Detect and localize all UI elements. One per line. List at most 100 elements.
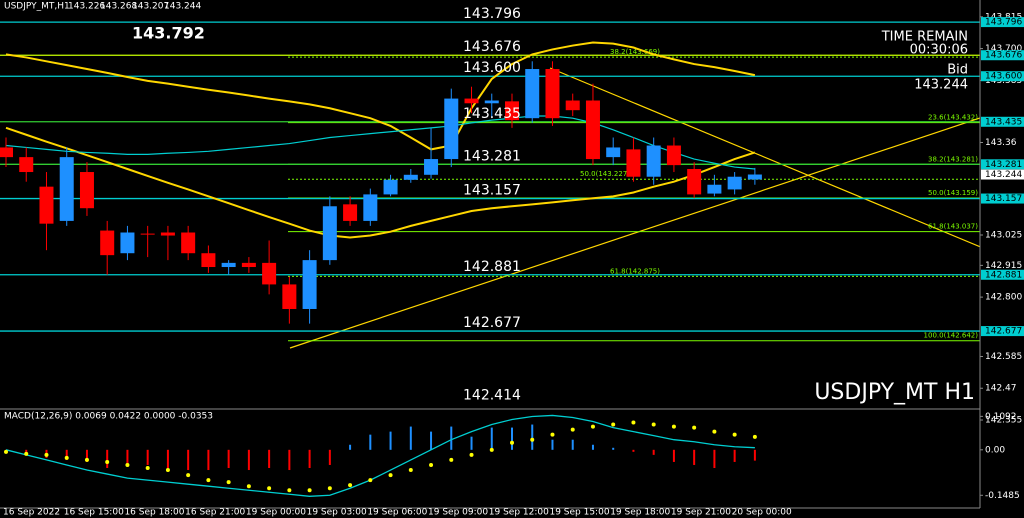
x-tick-label: 19 Sep 09:00	[428, 508, 488, 518]
level-label: 143.796	[463, 6, 521, 22]
x-tick-label: 19 Sep 18:00	[610, 508, 670, 518]
candle-body	[363, 194, 378, 221]
signal-dot	[145, 466, 150, 471]
signal-dot	[327, 486, 332, 491]
fib-label: 61.8(142.875)	[610, 267, 660, 275]
level-label: 143.435	[463, 106, 521, 122]
bid-label: Bid	[947, 63, 968, 78]
candle-body	[646, 145, 661, 177]
price-tag	[981, 269, 1024, 280]
y-tick-label: 143.025	[985, 230, 1022, 240]
signal-dot	[449, 457, 454, 462]
candle-body	[666, 145, 681, 166]
x-tick-label: 19 Sep 12:00	[489, 508, 549, 518]
candle-body	[707, 184, 722, 194]
candle-body	[606, 147, 621, 158]
level-label: 142.677	[463, 315, 521, 331]
x-tick-label: 19 Sep 03:00	[307, 508, 367, 518]
signal-dot	[530, 437, 535, 442]
fib-label: 50.0(143.159)	[928, 189, 978, 197]
candle-body	[0, 147, 13, 158]
x-tick-label: 19 Sep 21:00	[671, 508, 731, 518]
candle-body	[262, 262, 277, 285]
fib-label: 50.0(143.227)	[580, 170, 630, 178]
signal-dot	[267, 486, 272, 491]
x-tick-label: 16 Sep 18:00	[124, 508, 184, 518]
signal-dot	[186, 473, 191, 478]
y-tick-label: 0.1092	[985, 412, 1017, 422]
trend-line	[549, 67, 980, 248]
x-tick-label: 20 Sep 00:00	[732, 508, 792, 518]
fib-label: 23.6(143.432)	[928, 114, 978, 122]
candle-body	[505, 101, 519, 121]
signal-dot	[64, 455, 69, 460]
max-label: 143.792	[132, 24, 205, 43]
candle-body	[484, 100, 499, 104]
candle-body	[79, 172, 94, 209]
signal-dot	[469, 452, 474, 457]
signal-dot	[368, 478, 373, 483]
candle-body	[687, 168, 702, 195]
signal-dot	[4, 449, 8, 454]
price-tag	[981, 116, 1024, 127]
signal-dot	[489, 447, 494, 452]
signal-dot	[44, 452, 49, 457]
price-tag-label: 143.676	[985, 51, 1022, 61]
candle-body	[160, 232, 175, 236]
signal-dot	[611, 422, 616, 427]
trend-line	[289, 117, 980, 349]
candle-body	[302, 260, 317, 309]
signal-dot	[651, 422, 656, 427]
candle-body	[140, 233, 155, 235]
signal-dot	[590, 424, 595, 429]
bid-tag	[981, 169, 1024, 180]
price-tag-label: 143.157	[985, 194, 1022, 204]
signal-dot	[348, 483, 353, 488]
signal-dot	[206, 478, 211, 483]
ohlc-close: 143.244	[164, 2, 201, 12]
signal-dot	[246, 484, 251, 489]
bid-tag-label: 143.244	[985, 170, 1022, 180]
price-tag-label: 143.796	[985, 18, 1022, 28]
signal-dot	[570, 427, 575, 432]
candle-body	[322, 206, 337, 261]
candle-body	[747, 174, 762, 180]
indicator-line	[5, 126, 756, 239]
price-tag-label: 142.881	[985, 270, 1022, 280]
x-tick-label: 16 Sep 15:00	[64, 508, 124, 518]
candle-body	[545, 69, 560, 119]
price-tag	[981, 17, 1024, 28]
signal-dot	[307, 488, 312, 493]
level-label: 143.157	[463, 183, 521, 199]
indicator-line	[5, 115, 755, 170]
signal-dot	[631, 420, 636, 425]
signal-dot	[24, 451, 29, 456]
signal-dot	[165, 468, 170, 473]
y-tick-label: 142.800	[985, 293, 1022, 303]
price-panel: 38.2(143.669) 23.6(143.432) 38.2(143.281) 5…	[0, 21, 980, 405]
signal-dot	[712, 429, 717, 434]
price-tag	[981, 71, 1024, 82]
candle-body	[565, 100, 580, 111]
signal-dot	[429, 462, 434, 467]
candle-body	[201, 253, 216, 268]
signal-dot	[732, 432, 737, 437]
level-label: 143.281	[463, 148, 521, 164]
x-tick-label: 19 Sep 06:00	[367, 508, 427, 518]
candle-body	[120, 232, 135, 254]
level-label: 142.414	[463, 388, 521, 404]
candle-body	[525, 69, 540, 119]
watermark: USDJPY_MT H1	[814, 380, 975, 405]
x-tick-label: 16 Sep 2022	[3, 508, 60, 518]
signal-dot	[510, 440, 514, 445]
y-tick-label: 143.36	[985, 138, 1017, 148]
macd-title: MACD(12,26,9) 0.0069 0.0422 0.0000 -0.03…	[4, 412, 213, 422]
candle-body	[383, 179, 398, 195]
signal-dot	[105, 459, 110, 464]
signal-dot	[752, 434, 757, 439]
candle-body	[282, 284, 297, 309]
signal-dot	[550, 432, 555, 437]
price-tag	[981, 50, 1024, 61]
signal-dot	[84, 457, 89, 462]
price-tag	[981, 159, 1024, 170]
